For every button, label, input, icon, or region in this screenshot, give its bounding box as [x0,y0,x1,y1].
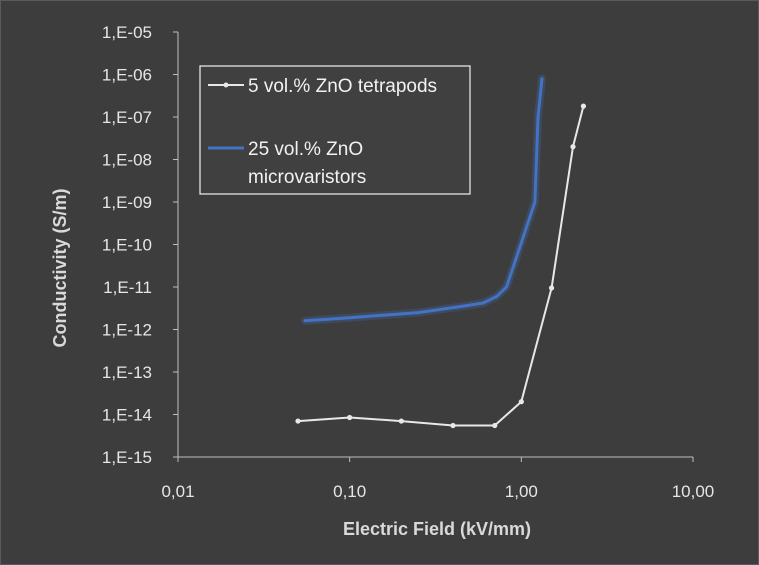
y-tick-label: 1,E-10 [102,236,152,255]
legend-label-microvaristors: 25 vol.% ZnO microvaristors [248,139,368,188]
data-point [548,285,555,291]
y-tick-label: 1,E-14 [102,406,152,425]
y-tick-label: 1,E-12 [102,321,152,340]
x-axis-title: Electric Field (kV/mm) [343,519,531,539]
y-tick-label: 1,E-11 [103,278,152,297]
data-point [580,103,587,109]
data-point [295,418,301,424]
legend-marker-tetrapods [223,82,229,88]
data-point [347,414,353,421]
x-ticks: 0,01 0,10 1,00 10,00 [161,457,714,501]
legend-box [199,65,471,195]
data-point [450,422,456,429]
y-axis-title: Conductivity (S/m) [50,188,70,347]
y-tick-label: 1,E-13 [102,363,152,382]
y-tick-label: 1,E-09 [102,193,152,212]
y-tick-label: 1,E-08 [102,151,152,170]
data-point [518,399,524,405]
y-ticks: 1,E-05 1,E-06 1,E-07 1,E-08 1,E-09 1,E-10 1,E-… [102,23,178,467]
x-tick-label: 10,00 [672,482,715,501]
y-tick-label: 1,E-05 [102,23,152,42]
y-tick-label: 1,E-15 [102,448,152,467]
series-layer [295,74,587,429]
y-tick-label: 1,E-07 [102,108,152,127]
legend: 5 vol.% ZnO tetrapods 25 vol.% ZnO micro… [199,65,471,195]
series-line-1 [303,77,544,323]
y-tick-label: 1,E-06 [102,66,152,85]
data-point [492,422,498,429]
x-tick-label: 0,01 [161,482,194,501]
x-tick-label: 0,10 [333,482,366,501]
legend-label-tetrapods: 5 vol.% ZnO tetrapods [248,76,437,97]
data-point [398,418,404,424]
data-point [570,144,576,150]
x-tick-label: 1,00 [505,482,538,501]
